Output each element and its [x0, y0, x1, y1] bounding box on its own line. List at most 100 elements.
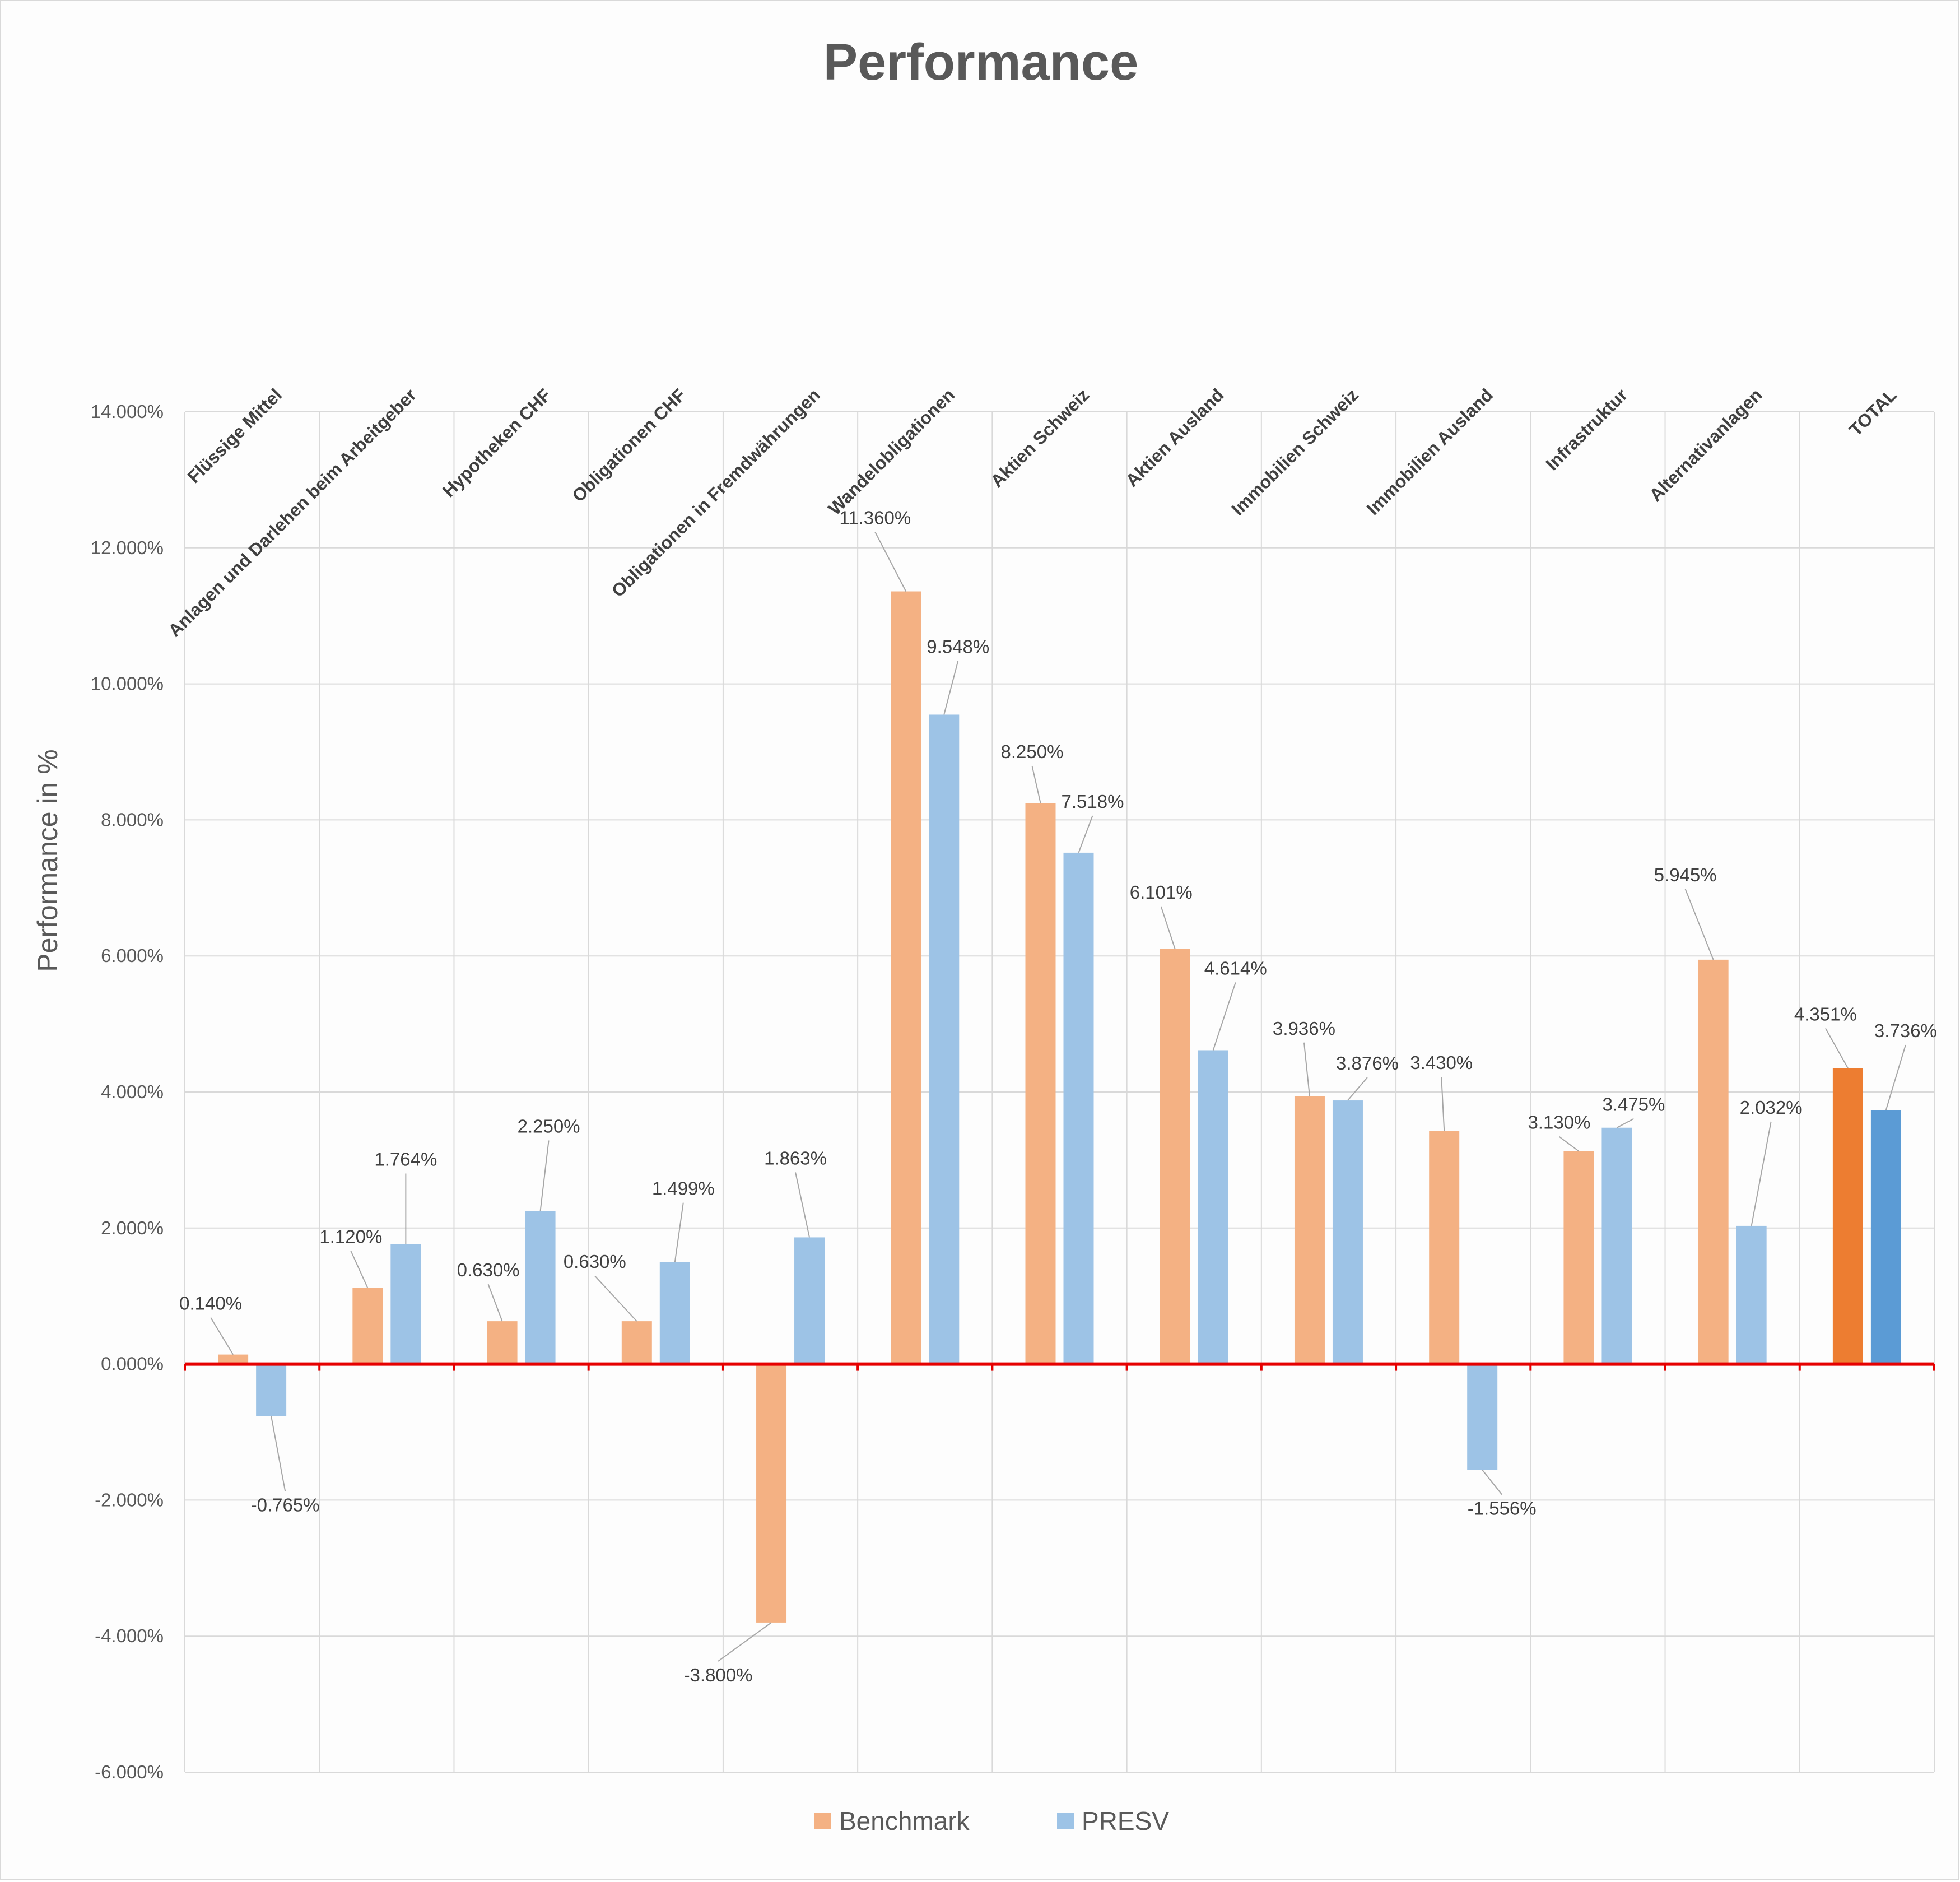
- category-label: Alternativanlagen: [1645, 384, 1766, 505]
- y-tick-label: -2.000%: [95, 1489, 164, 1510]
- benchmark-data-label: 3.130%: [1528, 1112, 1590, 1133]
- presv-data-label: 2.032%: [1740, 1097, 1803, 1118]
- y-tick-label: 10.000%: [91, 673, 164, 694]
- benchmark-bar: [1563, 1151, 1594, 1364]
- presv-bar: [1736, 1225, 1767, 1364]
- leader-line: [943, 661, 959, 715]
- leader-line: [1558, 1136, 1580, 1152]
- benchmark-bar: [1025, 803, 1056, 1364]
- presv-data-label: 9.548%: [927, 636, 989, 657]
- leader-line: [1078, 815, 1093, 853]
- y-tick-label: 6.000%: [101, 945, 164, 966]
- benchmark-bar: [1832, 1068, 1863, 1364]
- leader-line: [350, 1251, 369, 1289]
- category-label: Flüssige Mittel: [183, 384, 286, 487]
- benchmark-bar: [1698, 959, 1729, 1364]
- y-tick-label: 2.000%: [101, 1218, 164, 1238]
- bars: [184, 591, 1935, 1623]
- category-label: Anlagen und Darlehen beim Arbeitgeber: [164, 384, 420, 640]
- benchmark-bar: [1160, 949, 1190, 1364]
- presv-data-label: 1.863%: [764, 1147, 827, 1168]
- benchmark-data-label: 0.630%: [457, 1260, 520, 1280]
- benchmark-bar: [487, 1321, 518, 1364]
- benchmark-bar: [218, 1354, 249, 1364]
- leader-line: [874, 532, 907, 592]
- benchmark-data-label: 3.430%: [1410, 1052, 1473, 1073]
- leader-line: [1684, 889, 1714, 960]
- presv-data-label: 1.499%: [652, 1178, 715, 1199]
- presv-data-label: 4.614%: [1204, 958, 1267, 978]
- category-label: Hypotheken CHF: [439, 384, 555, 501]
- presv-bar: [1063, 852, 1094, 1364]
- benchmark-data-label: 11.360%: [839, 507, 911, 528]
- leader-line: [594, 1275, 637, 1322]
- presv-bar: [1332, 1100, 1363, 1364]
- presv-bar: [390, 1244, 421, 1364]
- grid: [184, 411, 1935, 1773]
- y-tick-label: 4.000%: [101, 1081, 164, 1102]
- leader-line: [1482, 1469, 1502, 1495]
- category-label: Wandelobligationen: [825, 384, 959, 519]
- leader-line: [1441, 1077, 1445, 1131]
- benchmark-data-label: 5.945%: [1654, 865, 1717, 885]
- y-tick-label: -4.000%: [95, 1625, 164, 1646]
- leader-line: [1212, 982, 1236, 1051]
- legend-label-presv: PRESV: [1082, 1806, 1169, 1835]
- presv-bar: [1198, 1050, 1228, 1364]
- category-label: Aktien Ausland: [1121, 384, 1227, 490]
- category-label: Obligationen in Fremdwährungen: [608, 384, 824, 601]
- y-tick-label: 0.000%: [101, 1354, 164, 1374]
- presv-bar: [1601, 1127, 1632, 1364]
- presv-bar: [794, 1237, 825, 1364]
- y-tick-label: 12.000%: [91, 537, 164, 558]
- legend: Benchmark PRESV: [814, 1806, 1169, 1835]
- presv-data-label: 2.250%: [518, 1116, 580, 1136]
- benchmark-data-label: 0.140%: [179, 1293, 242, 1314]
- benchmark-bar: [756, 1364, 787, 1623]
- y-tick-label: 8.000%: [101, 809, 164, 830]
- leader-line: [1885, 1044, 1906, 1110]
- benchmark-bar: [1294, 1096, 1325, 1364]
- legend-swatch-presv: [1057, 1813, 1074, 1829]
- leader-line: [674, 1202, 684, 1262]
- leader-line: [210, 1317, 234, 1355]
- y-tick-label: 14.000%: [91, 401, 164, 422]
- chart-title: Performance: [823, 34, 1138, 91]
- category-label: Immobilien Schweiz: [1227, 384, 1362, 519]
- category-label: Immobilien Ausland: [1363, 384, 1497, 519]
- benchmark-data-label: 3.936%: [1273, 1018, 1335, 1039]
- benchmark-data-label: -3.800%: [684, 1665, 753, 1685]
- leader-line: [271, 1416, 286, 1491]
- presv-bar: [1467, 1364, 1498, 1470]
- presv-data-label: 3.475%: [1602, 1094, 1665, 1115]
- presv-bar: [256, 1364, 287, 1416]
- leader-line: [1347, 1077, 1368, 1101]
- leader-line: [1303, 1042, 1310, 1096]
- benchmark-data-label: 4.351%: [1794, 1003, 1857, 1024]
- benchmark-bar: [1429, 1131, 1460, 1364]
- presv-bar: [525, 1211, 556, 1364]
- category-label: Obligationen CHF: [568, 384, 690, 506]
- y-axis-label: Performance in %: [32, 749, 63, 972]
- presv-data-label: -0.765%: [251, 1494, 320, 1515]
- leader-line: [487, 1284, 503, 1322]
- presv-bar: [929, 714, 960, 1364]
- leader-line: [1616, 1118, 1634, 1128]
- legend-swatch-benchmark: [814, 1813, 831, 1829]
- presv-bar: [659, 1262, 690, 1364]
- presv-data-label: 1.764%: [374, 1149, 437, 1169]
- category-label: Infrastruktur: [1542, 384, 1631, 474]
- leader-line: [1160, 906, 1176, 950]
- presv-data-label: 7.518%: [1062, 791, 1124, 812]
- leader-line: [795, 1172, 811, 1238]
- category-label: Aktien Schweiz: [986, 384, 1093, 491]
- benchmark-data-label: 1.120%: [319, 1226, 382, 1247]
- benchmark-data-label: 6.101%: [1130, 882, 1193, 903]
- legend-label-benchmark: Benchmark: [839, 1806, 970, 1835]
- benchmark-bar: [891, 591, 921, 1364]
- presv-data-label: -1.556%: [1468, 1498, 1537, 1518]
- leader-line: [1031, 765, 1041, 803]
- y-tick-label: -6.000%: [95, 1762, 164, 1782]
